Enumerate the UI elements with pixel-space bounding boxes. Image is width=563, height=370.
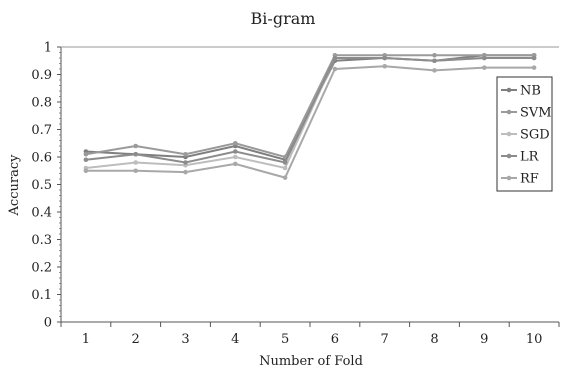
legend-label-rf: RF [520, 172, 539, 187]
y-tick-label: 0.9 [31, 68, 52, 83]
legend-label-sgd: SGD [520, 128, 550, 143]
plot-area: 0 0.1 0.2 0.3 0.4 0.5 0.6 0.7 0.8 0.9 1 1 2 3 4 5 6 7 8 9 10… [31, 41, 560, 347]
y-tick-label: 1 [44, 41, 52, 56]
data-point-rf [282, 175, 288, 180]
data-point-rf [482, 65, 487, 70]
data-point-sgd [282, 165, 288, 171]
data-point-lr [183, 160, 188, 165]
y-tick-label: 0.1 [31, 288, 52, 303]
data-point-svm [183, 151, 188, 157]
x-tick-label: 8 [430, 332, 438, 347]
data-point-svm [432, 52, 437, 58]
data-point-lr [233, 149, 238, 154]
x-tick-label: 5 [281, 332, 289, 347]
data-point-svm [83, 151, 89, 157]
y-tick-label: 0.4 [31, 206, 52, 221]
y-axis-label: Accuracy [7, 154, 22, 217]
y-tick-label: 0.8 [31, 96, 52, 111]
data-point-lr [282, 160, 288, 165]
series-line-lr [85, 57, 535, 164]
data-point-rf [133, 168, 138, 174]
data-point-rf [382, 63, 388, 69]
y-tick-label: 0 [44, 316, 52, 331]
y-tick-label: 0.2 [31, 261, 52, 276]
y-tick-label: 0.5 [31, 178, 52, 193]
data-point-rf [183, 169, 188, 175]
legend-marker-lr [506, 153, 512, 159]
series-line-sgd [85, 57, 535, 170]
data-point-rf [83, 168, 89, 174]
data-point-lr [332, 55, 338, 61]
x-tick-label: 9 [480, 332, 488, 347]
legend-marker-sgd [506, 131, 512, 137]
data-point-sgd [133, 160, 138, 165]
data-point-sgd [233, 154, 238, 160]
x-tick-label: 6 [331, 332, 339, 347]
data-point-lr [531, 55, 537, 61]
series-line-svm [85, 54, 535, 159]
chart-title: Bi-gram [251, 9, 316, 28]
legend-marker-nb [506, 87, 512, 93]
legend-marker-svm [506, 109, 512, 115]
data-point-rf [531, 65, 537, 70]
data-point-rf [233, 161, 238, 167]
data-point-lr [83, 157, 89, 163]
series-line-rf [85, 65, 535, 179]
x-tick-label: 2 [132, 332, 140, 347]
data-point-lr [482, 55, 487, 61]
data-point-lr [133, 151, 138, 157]
data-point-rf [432, 68, 437, 73]
x-tick-label: 3 [181, 332, 189, 347]
x-axis-label: Number of Fold [259, 354, 363, 369]
y-tick-label: 0.6 [31, 151, 52, 166]
y-tick-label: 0.3 [31, 233, 52, 248]
y-tick-label: 0.7 [31, 123, 52, 138]
x-tick-label: 1 [82, 332, 90, 347]
x-tick-label: 10 [526, 332, 543, 347]
x-tick-label: 7 [381, 332, 389, 347]
data-point-lr [382, 55, 388, 61]
legend-label-lr: LR [520, 150, 540, 165]
legend-label-nb: NB [520, 84, 541, 99]
data-point-lr [432, 58, 437, 64]
data-point-svm [133, 143, 138, 149]
data-point-rf [332, 66, 338, 72]
x-tick-label: 4 [231, 332, 239, 347]
legend-label-svm: SVM [520, 106, 552, 121]
legend-marker-rf [506, 175, 512, 181]
data-point-svm [233, 140, 238, 146]
